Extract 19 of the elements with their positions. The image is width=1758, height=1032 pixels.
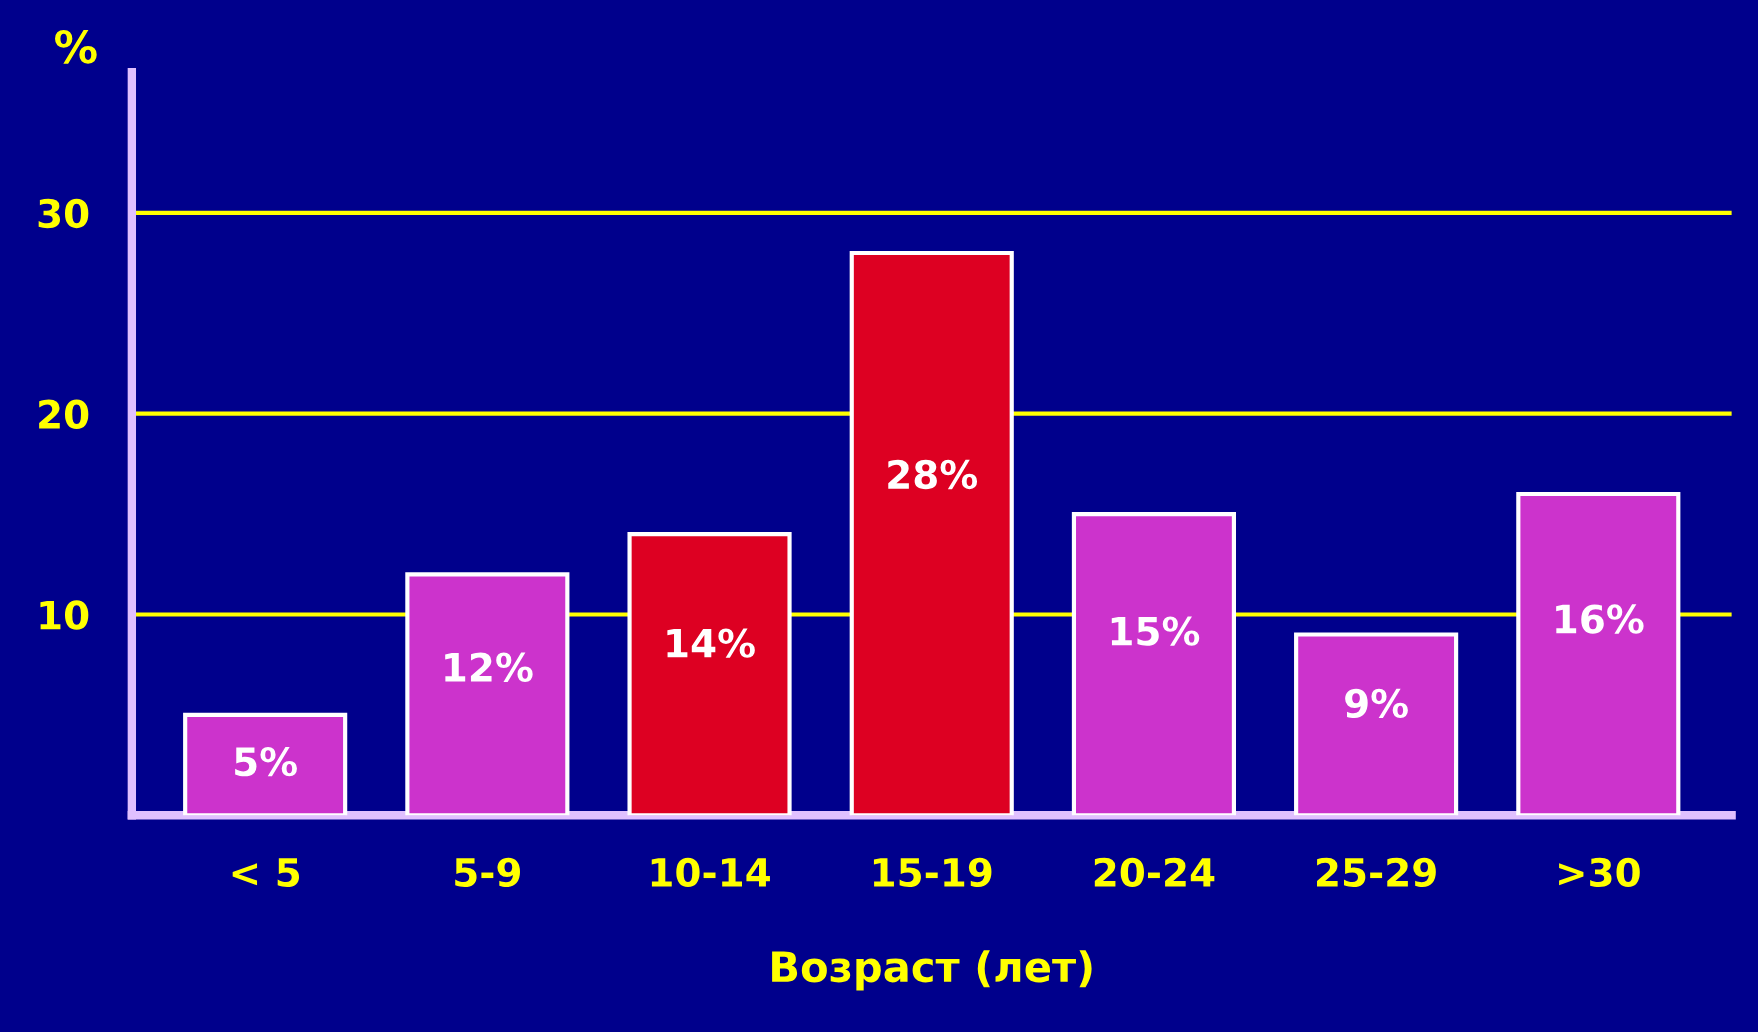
data-label: 28%: [888, 459, 978, 490]
x-tick-label: 10-14: [651, 857, 770, 888]
x-tick-label: 25-29: [1317, 857, 1436, 888]
x-tick-label: >30: [1559, 857, 1640, 888]
data-label: 14%: [667, 628, 755, 658]
data-label: 12%: [445, 652, 533, 682]
y-tick-label: 30: [38, 198, 89, 229]
data-label: 5%: [235, 746, 297, 777]
x-tick-label: 5-9: [455, 857, 520, 888]
data-label: 15%: [1111, 616, 1200, 646]
x-tick-label: < 5: [232, 858, 300, 888]
x-axis-title: Возраст (лет): [772, 950, 1092, 991]
y-tick-label: 20: [39, 399, 89, 429]
data-label: 9%: [1345, 688, 1408, 719]
x-tick-label: 15-19: [873, 857, 992, 888]
x-tick-label: 20-24: [1094, 857, 1215, 888]
y-tick-label: 10: [40, 600, 89, 630]
y-axis-title: %: [55, 30, 97, 64]
data-label: 16%: [1556, 604, 1644, 634]
